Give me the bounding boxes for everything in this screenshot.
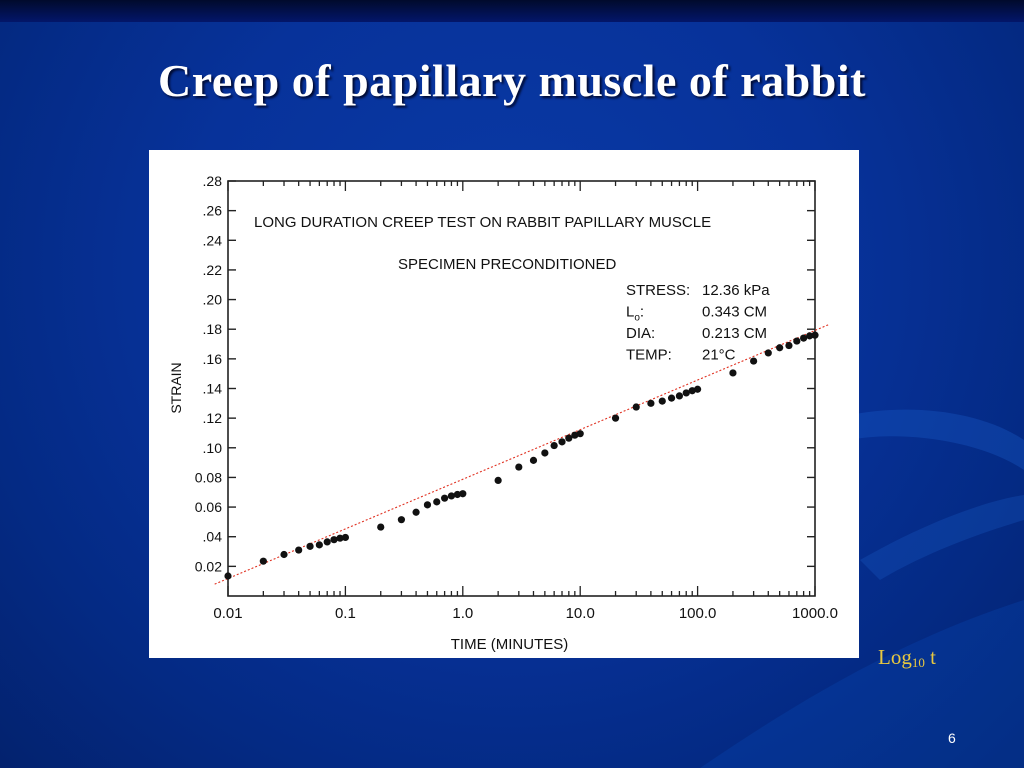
log-label-subscript: 10: [911, 655, 925, 670]
data-point: [565, 434, 573, 442]
data-point: [776, 344, 784, 352]
y-tick-label: .04: [203, 529, 223, 545]
log-label-variable: t: [930, 645, 936, 669]
data-point: [280, 550, 288, 559]
data-point: [447, 492, 456, 500]
specimen-info-key: DIA:: [626, 325, 655, 342]
data-point: [647, 399, 655, 407]
data-point: [558, 438, 566, 446]
log-axis-label: Log10 t: [878, 645, 936, 671]
data-point: [433, 498, 441, 506]
data-point: [259, 557, 267, 565]
data-point: [423, 501, 432, 509]
x-tick-label: 1000.0: [792, 605, 838, 622]
data-point: [441, 494, 449, 502]
data-point: [515, 463, 523, 471]
data-point: [377, 523, 385, 531]
y-tick-label: 0.06: [195, 499, 222, 515]
y-tick-label: .26: [203, 203, 223, 219]
specimen-info-value: 21°C: [702, 347, 736, 364]
data-point: [295, 546, 303, 554]
y-tick-label: .28: [203, 173, 223, 189]
data-point: [764, 349, 772, 357]
chart-panel: 0.02 .04 0.06 0.08 .10 .12 .14 .16 .18 .20 .22 .24.…: [149, 150, 859, 658]
x-tick-label: 10.0: [566, 605, 595, 622]
data-point: [323, 538, 331, 546]
slide-title: Creep of papillary muscle of rabbit: [158, 55, 866, 106]
y-axis-label: STRAIN: [168, 362, 184, 413]
x-axis-label: TIME (MINUTES): [451, 636, 569, 653]
y-tick-label: .18: [203, 321, 223, 337]
data-point: [341, 533, 349, 542]
creep-chart: 0.02 .04 0.06 0.08 .10 .12 .14 .16 .18 .20 .22 .24.…: [168, 173, 838, 653]
specimen-info-value: 0.343 CM: [702, 304, 767, 321]
x-tick-label: 100.0: [679, 605, 717, 622]
data-point: [675, 392, 684, 400]
data-point: [632, 403, 640, 411]
data-point: [541, 449, 549, 457]
y-tick-label: .20: [203, 292, 223, 308]
y-tick-label: .16: [203, 351, 223, 367]
data-point: [412, 508, 420, 516]
data-point: [224, 572, 232, 580]
data-point: [682, 389, 690, 397]
top-band: [0, 0, 1024, 22]
y-tick-label: .22: [203, 262, 223, 278]
plot-frame: [227, 180, 816, 597]
data-point: [793, 337, 801, 345]
specimen-info-value: 0.213 CM: [702, 325, 767, 342]
chart-title: LONG DURATION CREEP TEST ON RABBIT PAPIL…: [254, 214, 711, 231]
data-point: [453, 490, 462, 499]
specimen-info-key: Lo:: [626, 304, 644, 324]
data-point: [667, 394, 676, 402]
y-tick-label: .12: [203, 410, 223, 426]
data-point: [800, 334, 808, 342]
page-number: 6: [948, 730, 956, 746]
data-point: [397, 516, 406, 524]
data-point: [315, 541, 323, 549]
specimen-info-value: 12.36 kPa: [702, 282, 770, 299]
data-point: [306, 542, 314, 550]
data-point: [694, 385, 702, 393]
chart-subtitle: SPECIMEN PRECONDITIONED: [398, 256, 617, 273]
data-point: [576, 430, 584, 438]
specimen-info-key: TEMP:: [626, 347, 672, 364]
log-label-base: Log: [878, 645, 912, 669]
data-point: [811, 331, 819, 339]
data-point: [611, 414, 620, 422]
data-point: [785, 341, 793, 350]
data-point: [330, 536, 338, 544]
data-point: [729, 369, 737, 377]
y-tick-label: .24: [203, 232, 223, 248]
data-point: [336, 534, 344, 542]
x-tick-label: 0.1: [335, 605, 356, 622]
x-tick-label: 0.01: [213, 605, 242, 622]
data-point: [529, 456, 538, 464]
y-tick-label: 0.08: [195, 469, 222, 485]
y-tick-label: .10: [203, 440, 223, 456]
trend-line: [214, 324, 829, 585]
data-point: [806, 332, 814, 340]
data-point: [494, 476, 502, 484]
data-point: [658, 397, 666, 405]
specimen-info-key: STRESS:: [626, 282, 690, 299]
data-point: [550, 441, 558, 450]
data-point: [459, 490, 467, 498]
data-point: [750, 357, 758, 365]
y-tick-label: .14: [203, 381, 223, 397]
x-tick-label: 1.0: [452, 605, 473, 622]
y-tick-label: 0.02: [195, 558, 222, 574]
